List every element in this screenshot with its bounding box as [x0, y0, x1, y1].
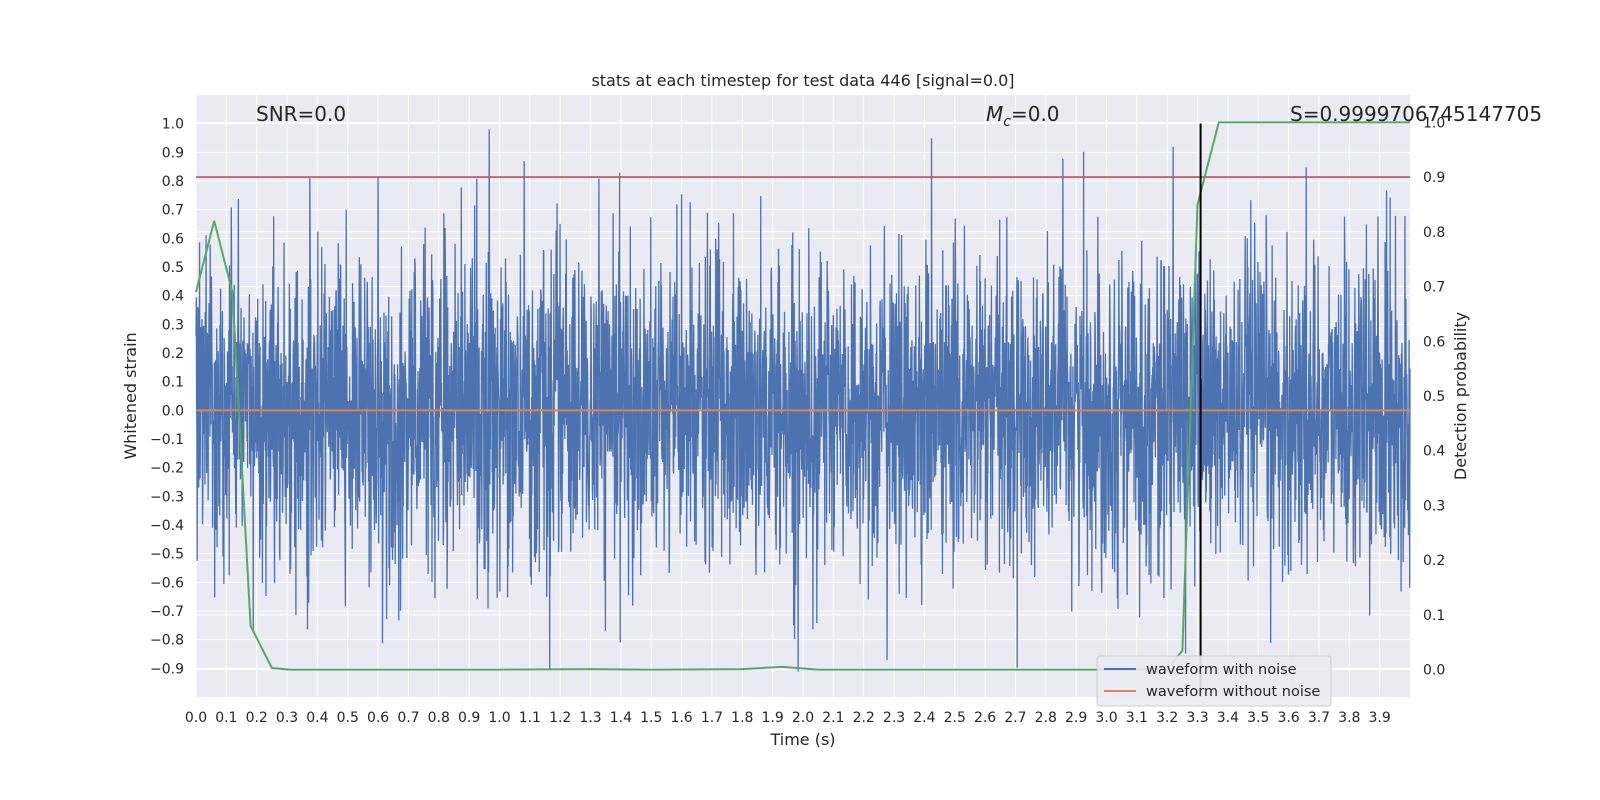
x-tick-label: 0.5 [337, 710, 359, 726]
y-tick-label: 0.5 [162, 260, 184, 276]
y-tick-label: 0.0 [162, 403, 184, 419]
y-tick-label: 0.8 [162, 174, 184, 190]
x-tick-label: 1.1 [519, 710, 541, 726]
y-tick-label: 1.0 [162, 117, 184, 133]
y2-tick-label: 0.0 [1423, 663, 1445, 679]
x-tick-label: 2.4 [913, 710, 935, 726]
x-tick-label: 2.9 [1065, 710, 1087, 726]
x-tick-label: 2.8 [1035, 710, 1057, 726]
x-tick-label: 2.7 [1004, 710, 1026, 726]
x-tick-label: 0.4 [306, 710, 328, 726]
x-tick-label: 2.2 [853, 710, 875, 726]
x-tick-label: 0.8 [428, 710, 450, 726]
y2-tick-label: 0.3 [1423, 498, 1445, 514]
x-tick-label: 0.2 [246, 710, 268, 726]
x-tick-label: 0.1 [215, 710, 237, 726]
y-tick-label: 0.9 [162, 145, 184, 161]
detection-probability-line [195, 121, 1410, 671]
mc-subscript: c [1003, 114, 1011, 130]
y-tick-label: −0.3 [150, 489, 184, 505]
x-tick-label: 1.6 [670, 710, 692, 726]
x-tick-label: 3.0 [1095, 710, 1117, 726]
y2-tick-label: 1.0 [1423, 115, 1445, 131]
legend-label-noise: waveform with noise [1146, 662, 1297, 678]
y-tick-label: 0.3 [162, 317, 184, 333]
x-tick-label: 0.3 [276, 710, 298, 726]
x-tick-label: 3.7 [1308, 710, 1330, 726]
x-tick-label: 1.2 [549, 710, 571, 726]
x-tick-label: 2.0 [792, 710, 814, 726]
y2-axis-ticks: 1.0 0.9 0.8 0.7 0.6 0.5 0.4 0.3 0.2 0.1 0.0 [1423, 115, 1445, 678]
y2-tick-label: 0.4 [1423, 444, 1445, 460]
x-tick-label: 0.6 [367, 710, 389, 726]
mc-annotation: Mc=0.0 [986, 102, 1060, 130]
s-annotation: S=0.9999706745147705 [1290, 102, 1542, 126]
y2-tick-label: 0.7 [1423, 280, 1445, 296]
x-axis-ticks: 0.0 0.1 0.2 0.3 0.4 0.5 0.6 0.7 0.8 0.9 1.0 1.1 1.2 1… [185, 710, 1391, 726]
y-axis-ticks: 1.0 0.9 0.8 0.7 0.6 0.5 0.4 0.3 0.2 0.1 0.0 −0.1 −0.… [150, 117, 184, 678]
x-tick-label: 1.0 [488, 710, 510, 726]
mc-value: =0.0 [1011, 102, 1060, 126]
x-tick-label: 3.8 [1338, 710, 1360, 726]
x-tick-label: 1.9 [762, 710, 784, 726]
mc-symbol: M [986, 102, 1003, 126]
y-tick-label: −0.8 [150, 633, 184, 649]
y-tick-label: 0.2 [162, 346, 184, 362]
x-tick-label: 3.2 [1156, 710, 1178, 726]
x-tick-label: 1.3 [579, 710, 601, 726]
y-tick-label: 0.7 [162, 203, 184, 219]
y-tick-label: −0.2 [150, 461, 184, 477]
snr-annotation: SNR=0.0 [256, 102, 346, 126]
chart-title: stats at each timestep for test data 446… [591, 71, 1014, 90]
x-tick-label: 2.5 [944, 710, 966, 726]
x-tick-label: 1.8 [731, 710, 753, 726]
y2-tick-label: 0.6 [1423, 334, 1445, 350]
x-tick-label: 3.4 [1217, 710, 1239, 726]
legend-label-clean: waveform without noise [1146, 684, 1320, 700]
y-tick-label: 0.6 [162, 231, 184, 247]
y2-tick-label: 0.1 [1423, 608, 1445, 624]
legend-box [1096, 655, 1332, 707]
y2-tick-label: 0.9 [1423, 170, 1445, 186]
y-tick-label: −0.6 [150, 575, 184, 591]
y2-tick-label: 0.5 [1423, 389, 1445, 405]
noise-waveform-path [195, 129, 1411, 672]
x-tick-label: 1.7 [701, 710, 723, 726]
x-axis-label: Time (s) [769, 730, 835, 749]
x-tick-label: 2.6 [974, 710, 996, 726]
y2-axis-label: Detection probability [1451, 312, 1470, 480]
x-tick-label: 3.5 [1247, 710, 1269, 726]
y2-tick-label: 0.2 [1423, 553, 1445, 569]
x-tick-label: 2.3 [883, 710, 905, 726]
waveform-with-noise-series [195, 129, 1411, 672]
x-tick-label: 1.5 [640, 710, 662, 726]
x-tick-label: 3.6 [1277, 710, 1299, 726]
y-tick-label: −0.7 [150, 604, 184, 620]
x-tick-label: 2.1 [822, 710, 844, 726]
x-tick-label: 3.1 [1126, 710, 1148, 726]
y-tick-label: −0.5 [150, 547, 184, 563]
y-tick-label: −0.4 [150, 518, 184, 534]
x-tick-label: 3.3 [1186, 710, 1208, 726]
x-tick-label: 0.0 [185, 710, 207, 726]
y2-tick-label: 0.8 [1423, 225, 1445, 241]
y-tick-label: −0.1 [150, 432, 184, 448]
x-tick-label: 1.4 [610, 710, 632, 726]
x-tick-label: 0.7 [397, 710, 419, 726]
y-axis-label: Whitened strain [121, 332, 140, 459]
y-tick-label: −0.9 [150, 661, 184, 677]
x-tick-label: 3.9 [1369, 710, 1391, 726]
y-tick-label: 0.4 [162, 289, 184, 305]
legend: waveform with noise waveform without noi… [1096, 655, 1332, 707]
y-tick-label: 0.1 [162, 375, 184, 391]
x-tick-label: 0.9 [458, 710, 480, 726]
